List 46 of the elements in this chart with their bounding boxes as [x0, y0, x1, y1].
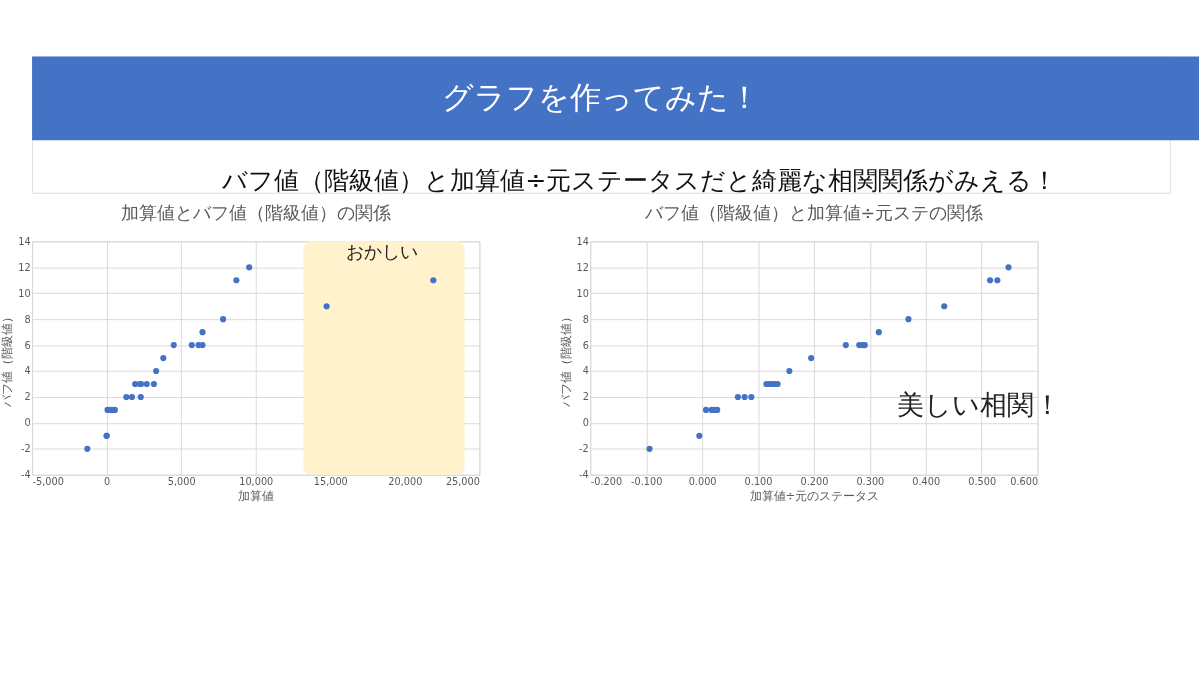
x-tick-label: 5,000 [167, 475, 196, 487]
x-tick-label: 0 [104, 475, 111, 487]
x-tick-label: -5,000 [32, 475, 64, 487]
x-tick-label: 0.100 [744, 475, 773, 487]
y-tick-label: 14 [576, 235, 589, 247]
x-tick-label: 15,000 [313, 475, 348, 487]
x-tick-label: 25,000 [445, 475, 480, 487]
x-tick-label: -0.100 [631, 475, 663, 487]
y-tick-label: 8 [24, 313, 31, 325]
chart-title: 加算値とバフ値（階級値）の関係 [120, 203, 391, 224]
y-tick-label: 10 [18, 287, 31, 299]
y-tick-label: 4 [582, 365, 589, 377]
x-tick-label: 0.300 [856, 475, 885, 487]
y-axis-title: バフ値（階級値） [558, 310, 573, 408]
y-tick-label: 6 [582, 339, 589, 351]
y-tick-label: 0 [24, 417, 31, 429]
x-tick-label: 0.200 [800, 475, 829, 487]
annotation: 美しい相関！ [897, 389, 1062, 421]
y-tick-label: 2 [582, 391, 589, 403]
y-tick-label: 12 [576, 261, 589, 273]
x-tick-label: 0.400 [912, 475, 941, 487]
x-tick-label: 0.000 [688, 475, 717, 487]
y-tick-label: 8 [582, 313, 589, 325]
y-tick-label: 0 [582, 417, 589, 429]
y-tick-label: -2 [579, 443, 589, 455]
y-tick-label: 14 [18, 235, 31, 247]
y-tick-label: -2 [20, 443, 31, 455]
x-tick-label: -0.200 [590, 475, 623, 487]
y-tick-label: -4 [20, 469, 31, 481]
x-axis-title: 加算値 [238, 488, 275, 503]
x-tick-label: 20,000 [388, 475, 423, 487]
annotation: おかしい [346, 241, 419, 262]
text: バフ値（階級値）と加算値÷元ステータスだと綺麗な相関関係がみえる！ [221, 165, 1058, 195]
y-tick-label: 4 [24, 365, 31, 377]
x-tick-label: 0.500 [968, 475, 997, 487]
y-axis-title: バフ値（階級値） [0, 310, 15, 408]
y-tick-label: 10 [576, 287, 589, 299]
x-tick-label: 0.600 [1010, 475, 1039, 487]
text: グラフを作ってみた！ [441, 79, 760, 116]
x-axis-title: 加算値÷元のステータス [749, 488, 880, 503]
y-tick-label: 6 [24, 339, 31, 351]
x-tick-label: 10,000 [239, 475, 274, 487]
y-tick-label: 2 [24, 391, 31, 403]
chart-title: バフ値（階級値）と加算値÷元ステの関係 [643, 203, 984, 224]
y-tick-label: 12 [18, 261, 31, 273]
y-tick-label: -4 [579, 469, 589, 481]
